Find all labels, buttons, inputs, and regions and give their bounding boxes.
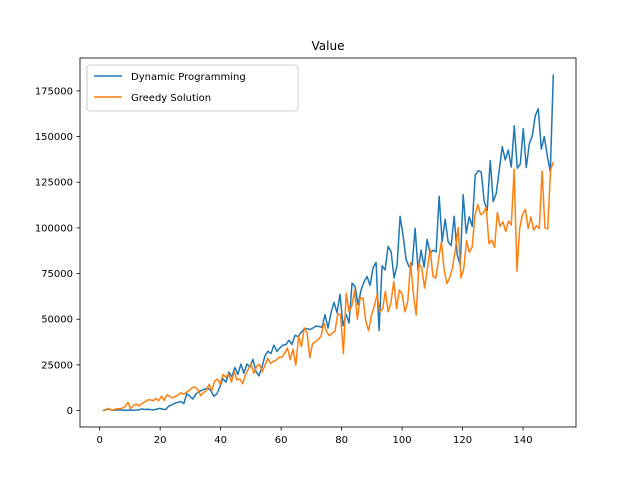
x-tick-label: 80 [335, 435, 348, 446]
series-line-dynamic-programming [102, 74, 555, 412]
y-tick-label: 125000 [35, 178, 73, 189]
x-tick-label: 100 [393, 435, 412, 446]
y-axis: 0 25000 50000 75000 100000 125000 150000 175000 [35, 86, 80, 417]
x-tick-label: 0 [96, 435, 102, 446]
y-tick-label: 100000 [35, 223, 73, 234]
y-tick-label: 0 [67, 406, 73, 417]
x-tick-label: 20 [154, 435, 167, 446]
plot-frame [79, 57, 577, 428]
legend-label-greedy-solution: Greedy Solution [131, 93, 211, 104]
x-tick-label: 60 [275, 435, 288, 446]
x-tick-label: 40 [214, 435, 227, 446]
y-tick-label: 50000 [41, 315, 73, 326]
y-tick-label: 25000 [41, 360, 73, 371]
legend: Dynamic Programming Greedy Solution [86, 64, 299, 112]
legend-box [86, 64, 299, 112]
chart-title: Value [312, 39, 345, 53]
legend-label-dynamic-programming: Dynamic Programming [131, 72, 246, 83]
x-tick-label: 120 [453, 435, 472, 446]
x-tick-label: 140 [514, 435, 533, 446]
series-line-greedy-solution [102, 161, 555, 412]
plot-area [79, 57, 577, 428]
y-tick-label: 75000 [41, 269, 73, 280]
plot-background [80, 58, 576, 427]
series-layer [102, 74, 555, 412]
y-tick-label: 175000 [35, 86, 73, 97]
x-axis: 0 20 40 60 80 100 120 140 [96, 427, 533, 446]
y-tick-label: 150000 [35, 132, 73, 143]
